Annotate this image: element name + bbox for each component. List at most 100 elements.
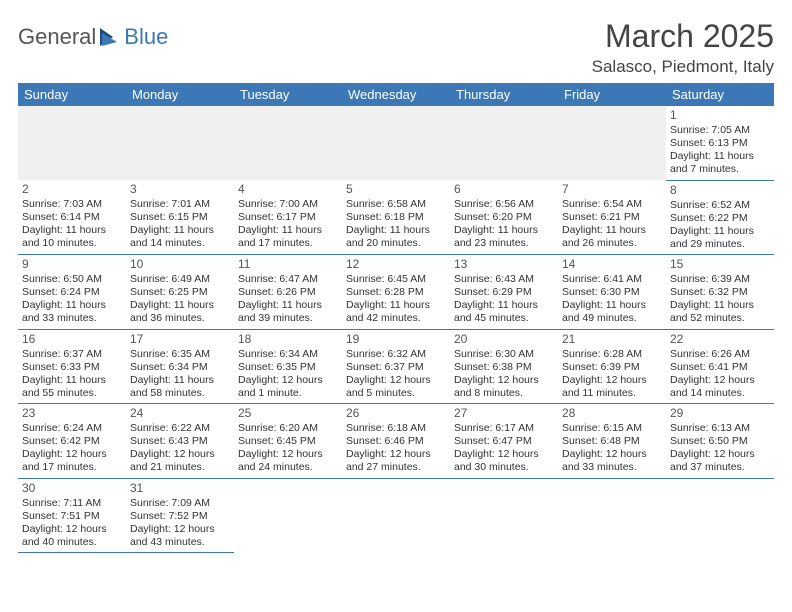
calendar-day-cell: 17Sunrise: 6:35 AMSunset: 6:34 PMDayligh…	[126, 329, 234, 404]
sunrise-line: Sunrise: 6:41 AM	[562, 273, 662, 286]
sunset-line: Sunset: 6:18 PM	[346, 211, 446, 224]
calendar-day-cell: 16Sunrise: 6:37 AMSunset: 6:33 PMDayligh…	[18, 329, 126, 404]
calendar-day-cell: 3Sunrise: 7:01 AMSunset: 6:15 PMDaylight…	[126, 180, 234, 255]
calendar-day-cell: 25Sunrise: 6:20 AMSunset: 6:45 PMDayligh…	[234, 404, 342, 479]
daylight-line: Daylight: 12 hours and 11 minutes.	[562, 374, 662, 400]
sunrise-line: Sunrise: 6:15 AM	[562, 422, 662, 435]
day-number: 15	[670, 257, 770, 272]
calendar-week-row: 16Sunrise: 6:37 AMSunset: 6:33 PMDayligh…	[18, 329, 774, 404]
day-number: 10	[130, 257, 230, 272]
calendar-day-cell: 1Sunrise: 7:05 AMSunset: 6:13 PMDaylight…	[666, 106, 774, 180]
sunset-line: Sunset: 6:37 PM	[346, 361, 446, 374]
daylight-line: Daylight: 11 hours and 45 minutes.	[454, 299, 554, 325]
daylight-line: Daylight: 11 hours and 33 minutes.	[22, 299, 122, 325]
daylight-line: Daylight: 12 hours and 1 minute.	[238, 374, 338, 400]
calendar-day-cell: 23Sunrise: 6:24 AMSunset: 6:42 PMDayligh…	[18, 404, 126, 479]
daylight-line: Daylight: 12 hours and 43 minutes.	[130, 523, 230, 549]
day-number: 20	[454, 332, 554, 347]
day-number: 12	[346, 257, 446, 272]
sunrise-line: Sunrise: 6:50 AM	[22, 273, 122, 286]
sunrise-line: Sunrise: 6:37 AM	[22, 348, 122, 361]
day-number: 18	[238, 332, 338, 347]
sunset-line: Sunset: 6:39 PM	[562, 361, 662, 374]
calendar-day-cell: 24Sunrise: 6:22 AMSunset: 6:43 PMDayligh…	[126, 404, 234, 479]
title-block: March 2025 Salasco, Piedmont, Italy	[592, 18, 774, 77]
sunset-line: Sunset: 6:46 PM	[346, 435, 446, 448]
calendar-day-cell	[234, 106, 342, 180]
day-number: 28	[562, 406, 662, 421]
sunrise-line: Sunrise: 6:39 AM	[670, 273, 770, 286]
day-number: 13	[454, 257, 554, 272]
calendar-day-cell: 13Sunrise: 6:43 AMSunset: 6:29 PMDayligh…	[450, 255, 558, 330]
sunset-line: Sunset: 6:32 PM	[670, 286, 770, 299]
sunset-line: Sunset: 6:34 PM	[130, 361, 230, 374]
sunrise-line: Sunrise: 7:00 AM	[238, 198, 338, 211]
calendar-table: SundayMondayTuesdayWednesdayThursdayFrid…	[18, 83, 774, 553]
calendar-body: 1Sunrise: 7:05 AMSunset: 6:13 PMDaylight…	[18, 106, 774, 553]
sunset-line: Sunset: 6:50 PM	[670, 435, 770, 448]
calendar-day-cell: 29Sunrise: 6:13 AMSunset: 6:50 PMDayligh…	[666, 404, 774, 479]
calendar-day-cell: 27Sunrise: 6:17 AMSunset: 6:47 PMDayligh…	[450, 404, 558, 479]
daylight-line: Daylight: 11 hours and 29 minutes.	[670, 225, 770, 251]
sunrise-line: Sunrise: 7:11 AM	[22, 497, 122, 510]
daylight-line: Daylight: 11 hours and 55 minutes.	[22, 374, 122, 400]
calendar-day-cell: 8Sunrise: 6:52 AMSunset: 6:22 PMDaylight…	[666, 180, 774, 255]
calendar-day-cell: 14Sunrise: 6:41 AMSunset: 6:30 PMDayligh…	[558, 255, 666, 330]
daylight-line: Daylight: 11 hours and 42 minutes.	[346, 299, 446, 325]
calendar-day-cell: 15Sunrise: 6:39 AMSunset: 6:32 PMDayligh…	[666, 255, 774, 330]
day-number: 26	[346, 406, 446, 421]
sunset-line: Sunset: 6:47 PM	[454, 435, 554, 448]
sunset-line: Sunset: 6:13 PM	[670, 137, 770, 150]
sunrise-line: Sunrise: 6:52 AM	[670, 199, 770, 212]
sunrise-line: Sunrise: 6:58 AM	[346, 198, 446, 211]
sunrise-line: Sunrise: 6:20 AM	[238, 422, 338, 435]
calendar-day-cell	[666, 478, 774, 553]
calendar-day-cell	[558, 478, 666, 553]
sunset-line: Sunset: 6:22 PM	[670, 212, 770, 225]
calendar-day-cell	[558, 106, 666, 180]
location-text: Salasco, Piedmont, Italy	[592, 57, 774, 77]
day-number: 2	[22, 182, 122, 197]
sunrise-line: Sunrise: 6:45 AM	[346, 273, 446, 286]
calendar-week-row: 23Sunrise: 6:24 AMSunset: 6:42 PMDayligh…	[18, 404, 774, 479]
calendar-day-header: Wednesday	[342, 83, 450, 106]
daylight-line: Daylight: 11 hours and 20 minutes.	[346, 224, 446, 250]
calendar-day-cell: 19Sunrise: 6:32 AMSunset: 6:37 PMDayligh…	[342, 329, 450, 404]
day-number: 27	[454, 406, 554, 421]
day-number: 16	[22, 332, 122, 347]
sunset-line: Sunset: 6:45 PM	[238, 435, 338, 448]
daylight-line: Daylight: 12 hours and 27 minutes.	[346, 448, 446, 474]
day-number: 1	[670, 108, 770, 123]
daylight-line: Daylight: 11 hours and 7 minutes.	[670, 150, 770, 176]
month-title: March 2025	[592, 18, 774, 55]
daylight-line: Daylight: 12 hours and 14 minutes.	[670, 374, 770, 400]
day-number: 30	[22, 481, 122, 496]
flag-icon	[99, 27, 121, 47]
sunset-line: Sunset: 6:24 PM	[22, 286, 122, 299]
day-number: 14	[562, 257, 662, 272]
sunrise-line: Sunrise: 6:13 AM	[670, 422, 770, 435]
daylight-line: Daylight: 12 hours and 17 minutes.	[22, 448, 122, 474]
sunrise-line: Sunrise: 7:05 AM	[670, 124, 770, 137]
logo-text-general: General	[18, 24, 96, 50]
day-number: 7	[562, 182, 662, 197]
calendar-week-row: 9Sunrise: 6:50 AMSunset: 6:24 PMDaylight…	[18, 255, 774, 330]
day-number: 8	[670, 183, 770, 198]
daylight-line: Daylight: 12 hours and 30 minutes.	[454, 448, 554, 474]
day-number: 4	[238, 182, 338, 197]
sunset-line: Sunset: 6:42 PM	[22, 435, 122, 448]
daylight-line: Daylight: 11 hours and 52 minutes.	[670, 299, 770, 325]
header-block: General Blue March 2025 Salasco, Piedmon…	[18, 18, 774, 77]
day-number: 23	[22, 406, 122, 421]
calendar-day-header: Friday	[558, 83, 666, 106]
sunset-line: Sunset: 6:14 PM	[22, 211, 122, 224]
calendar-week-row: 30Sunrise: 7:11 AMSunset: 7:51 PMDayligh…	[18, 478, 774, 553]
sunset-line: Sunset: 6:21 PM	[562, 211, 662, 224]
sunrise-line: Sunrise: 6:28 AM	[562, 348, 662, 361]
day-number: 24	[130, 406, 230, 421]
day-number: 17	[130, 332, 230, 347]
sunrise-line: Sunrise: 7:09 AM	[130, 497, 230, 510]
daylight-line: Daylight: 12 hours and 5 minutes.	[346, 374, 446, 400]
daylight-line: Daylight: 12 hours and 24 minutes.	[238, 448, 338, 474]
daylight-line: Daylight: 11 hours and 23 minutes.	[454, 224, 554, 250]
